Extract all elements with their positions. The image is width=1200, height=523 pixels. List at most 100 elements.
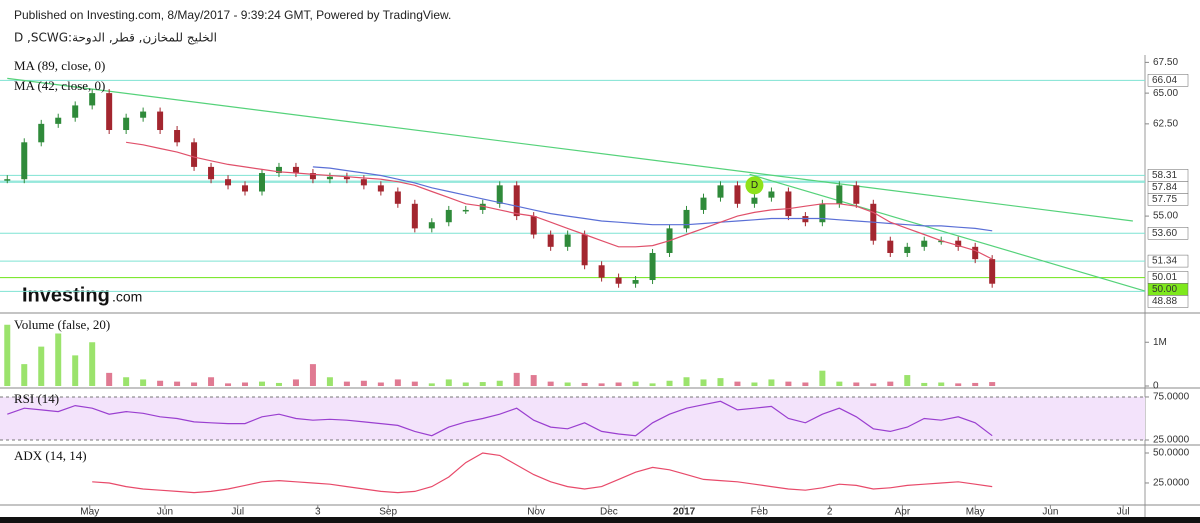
candle-body <box>411 203 418 229</box>
candle-body <box>802 216 809 223</box>
candle-body <box>445 209 452 223</box>
candle-body <box>225 179 232 186</box>
candle-body <box>887 240 894 253</box>
level-label: 57.75 <box>1152 194 1177 205</box>
candle-body <box>89 93 96 106</box>
volume-bar <box>21 364 28 386</box>
level-label: 50.00 <box>1152 284 1177 295</box>
candle-body <box>632 280 639 284</box>
level-label: 51.34 <box>1152 256 1177 267</box>
candle-body <box>496 185 503 204</box>
volume-bar <box>598 383 605 386</box>
series-line <box>7 400 993 437</box>
trend-line <box>7 77 1133 222</box>
candle-body <box>938 240 945 243</box>
volume-bar <box>191 382 198 386</box>
volume-bar <box>904 375 911 386</box>
y-tick-label: 25.0000 <box>1153 478 1190 489</box>
logo: Investing .com <box>22 284 142 306</box>
candle-body <box>38 123 45 143</box>
y-tick-label: 75.0000 <box>1153 392 1190 403</box>
volume-bar <box>683 377 690 386</box>
level-tag <box>1147 227 1189 240</box>
volume-bar <box>55 333 62 386</box>
x-tick-label: May <box>80 507 99 518</box>
level-label: 58.31 <box>1152 170 1177 181</box>
candle-body <box>734 185 741 204</box>
volume-bar <box>853 382 860 386</box>
x-tick-label: May <box>966 507 985 518</box>
candle-body <box>140 111 147 118</box>
candle-body <box>683 209 690 229</box>
volume-bar <box>717 378 724 386</box>
candle-body <box>598 265 605 278</box>
y-tick-label: 65.00 <box>1153 88 1178 99</box>
event-marker <box>745 176 764 195</box>
x-tick-label: 2017 <box>673 507 696 518</box>
volume-bar <box>989 382 996 386</box>
volume-bar <box>157 380 164 386</box>
candle-body <box>581 234 588 266</box>
candle-body <box>785 191 792 217</box>
candle-body <box>972 246 979 260</box>
volume-bar <box>581 382 588 386</box>
volume-bar <box>615 382 622 386</box>
volume-bar <box>208 377 215 386</box>
candle-body <box>72 105 79 118</box>
candle-body <box>55 117 62 124</box>
candle-body <box>377 185 384 192</box>
volume-bar <box>649 383 656 386</box>
candle-body <box>547 234 554 247</box>
volume-bar <box>666 380 673 386</box>
y-tick-label: 0 <box>1153 381 1159 392</box>
volume-bar <box>72 355 79 386</box>
panel-title: ADX (14, 14) <box>14 448 87 463</box>
x-tick-label: Sep <box>379 507 397 518</box>
x-tick-label: Dec <box>600 507 618 518</box>
candle-body <box>428 222 435 229</box>
candle-body <box>751 197 758 204</box>
candle-body <box>275 166 282 174</box>
candle-body <box>819 203 826 223</box>
level-label: 57.84 <box>1152 182 1177 193</box>
y-tick-label: 67.50 <box>1153 57 1178 68</box>
volume-bar <box>564 382 571 386</box>
y-tick-label: 62.50 <box>1153 119 1178 130</box>
volume-bar <box>225 383 232 386</box>
volume-bar <box>258 381 265 386</box>
logo-brand: Investing <box>22 284 110 306</box>
volume-bar <box>751 382 758 386</box>
volume-bar <box>428 383 435 386</box>
candle-body <box>513 185 520 217</box>
level-tag <box>1147 74 1189 87</box>
x-tick-label: Jul <box>1117 507 1130 518</box>
candle-body <box>530 216 537 235</box>
volume-bar <box>972 382 979 386</box>
x-tick-label: Apr <box>895 507 911 518</box>
rsi-band <box>0 396 1145 440</box>
volume-bar <box>462 382 469 386</box>
candle-body <box>904 246 911 253</box>
volume-bar <box>870 383 877 386</box>
volume-bar <box>547 381 554 386</box>
candle-body <box>258 173 265 192</box>
candle-body <box>106 93 113 131</box>
panel-title: Volume (false, 20) <box>14 317 110 332</box>
x-tick-label: 3 <box>315 507 321 518</box>
volume-bar <box>785 381 792 386</box>
volume-bar <box>106 372 113 386</box>
candle-body <box>326 176 333 180</box>
y-tick-label: 1M <box>1153 337 1167 348</box>
legend-label: MA (89, close, 0) <box>14 58 105 73</box>
legend-label: MA (42, close, 0) <box>14 78 105 93</box>
candle-body <box>615 277 622 284</box>
volume-bar <box>377 382 384 386</box>
volume-bar <box>479 382 486 386</box>
y-tick-label: 25.0000 <box>1153 435 1190 446</box>
candle-body <box>292 166 299 174</box>
volume-bar <box>921 382 928 386</box>
x-tick-label: Jun <box>1042 507 1058 518</box>
candle-body <box>191 142 198 167</box>
x-tick-label: 2 <box>827 507 833 518</box>
